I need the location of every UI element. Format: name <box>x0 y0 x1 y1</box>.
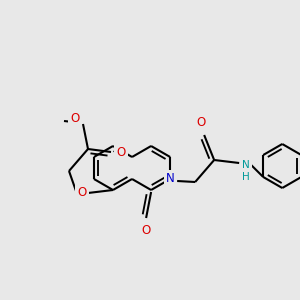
Text: N: N <box>166 172 175 185</box>
Text: O: O <box>70 112 80 125</box>
Text: O: O <box>116 146 126 158</box>
Text: N
H: N H <box>242 160 250 182</box>
Text: O: O <box>196 116 206 130</box>
Text: O: O <box>77 187 87 200</box>
Text: O: O <box>142 224 151 236</box>
